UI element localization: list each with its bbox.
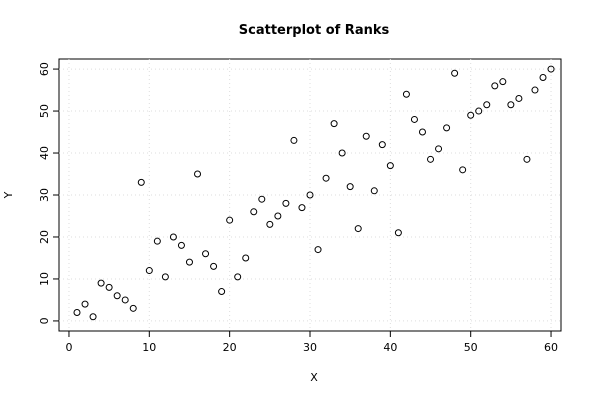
y-tick-label: 60	[38, 62, 51, 76]
point	[177, 241, 185, 249]
point	[210, 262, 218, 270]
x-tick-label: 40	[383, 341, 397, 354]
point	[346, 183, 354, 191]
y-tick-label: 40	[38, 146, 51, 160]
point	[491, 82, 499, 90]
point	[402, 90, 410, 98]
chart-title: Scatterplot of Ranks	[239, 23, 390, 38]
point	[153, 237, 161, 245]
point	[354, 225, 362, 233]
point	[362, 132, 370, 140]
point	[531, 86, 539, 94]
point	[89, 313, 97, 321]
point	[370, 187, 378, 195]
point	[547, 65, 555, 73]
point	[137, 178, 145, 186]
y-tick-label: 0	[38, 317, 51, 324]
point	[226, 216, 234, 224]
point	[394, 229, 402, 237]
y-tick-label: 50	[38, 104, 51, 118]
point	[250, 208, 258, 216]
point	[322, 174, 330, 182]
x-tick-label: 60	[544, 341, 558, 354]
point	[97, 279, 105, 287]
x-tick-label: 20	[223, 341, 237, 354]
point	[451, 69, 459, 77]
point	[306, 191, 314, 199]
point	[539, 73, 547, 81]
point	[443, 124, 451, 132]
point	[105, 283, 113, 291]
point	[194, 170, 202, 178]
point	[410, 115, 418, 123]
point	[378, 141, 386, 149]
point	[298, 204, 306, 212]
point	[435, 145, 443, 153]
point	[523, 155, 531, 163]
point	[218, 288, 226, 296]
point	[515, 94, 523, 102]
point	[161, 273, 169, 281]
x-tick-label: 10	[142, 341, 156, 354]
point	[459, 166, 467, 174]
point	[427, 155, 435, 163]
point	[290, 136, 298, 144]
point	[185, 258, 193, 266]
point	[483, 101, 491, 109]
point	[258, 195, 266, 203]
point	[386, 162, 394, 170]
point	[242, 254, 250, 262]
point	[499, 78, 507, 86]
y-axis-label: Y	[2, 191, 15, 199]
point	[81, 300, 89, 308]
point	[129, 304, 137, 312]
y-tick-label: 30	[38, 188, 51, 202]
point	[202, 250, 210, 258]
point	[330, 120, 338, 128]
y-tick-label: 10	[38, 272, 51, 286]
x-axis-label: X	[310, 371, 318, 384]
point	[266, 220, 274, 228]
x-tick-label: 0	[65, 341, 72, 354]
y-tick-label: 20	[38, 230, 51, 244]
point	[73, 309, 81, 317]
point	[314, 246, 322, 254]
point	[121, 296, 129, 304]
point	[145, 267, 153, 275]
point	[418, 128, 426, 136]
x-tick-label: 30	[303, 341, 317, 354]
point	[467, 111, 475, 119]
point	[169, 233, 177, 241]
point	[338, 149, 346, 157]
x-tick-label: 50	[464, 341, 478, 354]
point	[507, 101, 515, 109]
point	[234, 273, 242, 281]
point	[282, 199, 290, 207]
point	[274, 212, 282, 220]
point	[113, 292, 121, 300]
point	[475, 107, 483, 115]
